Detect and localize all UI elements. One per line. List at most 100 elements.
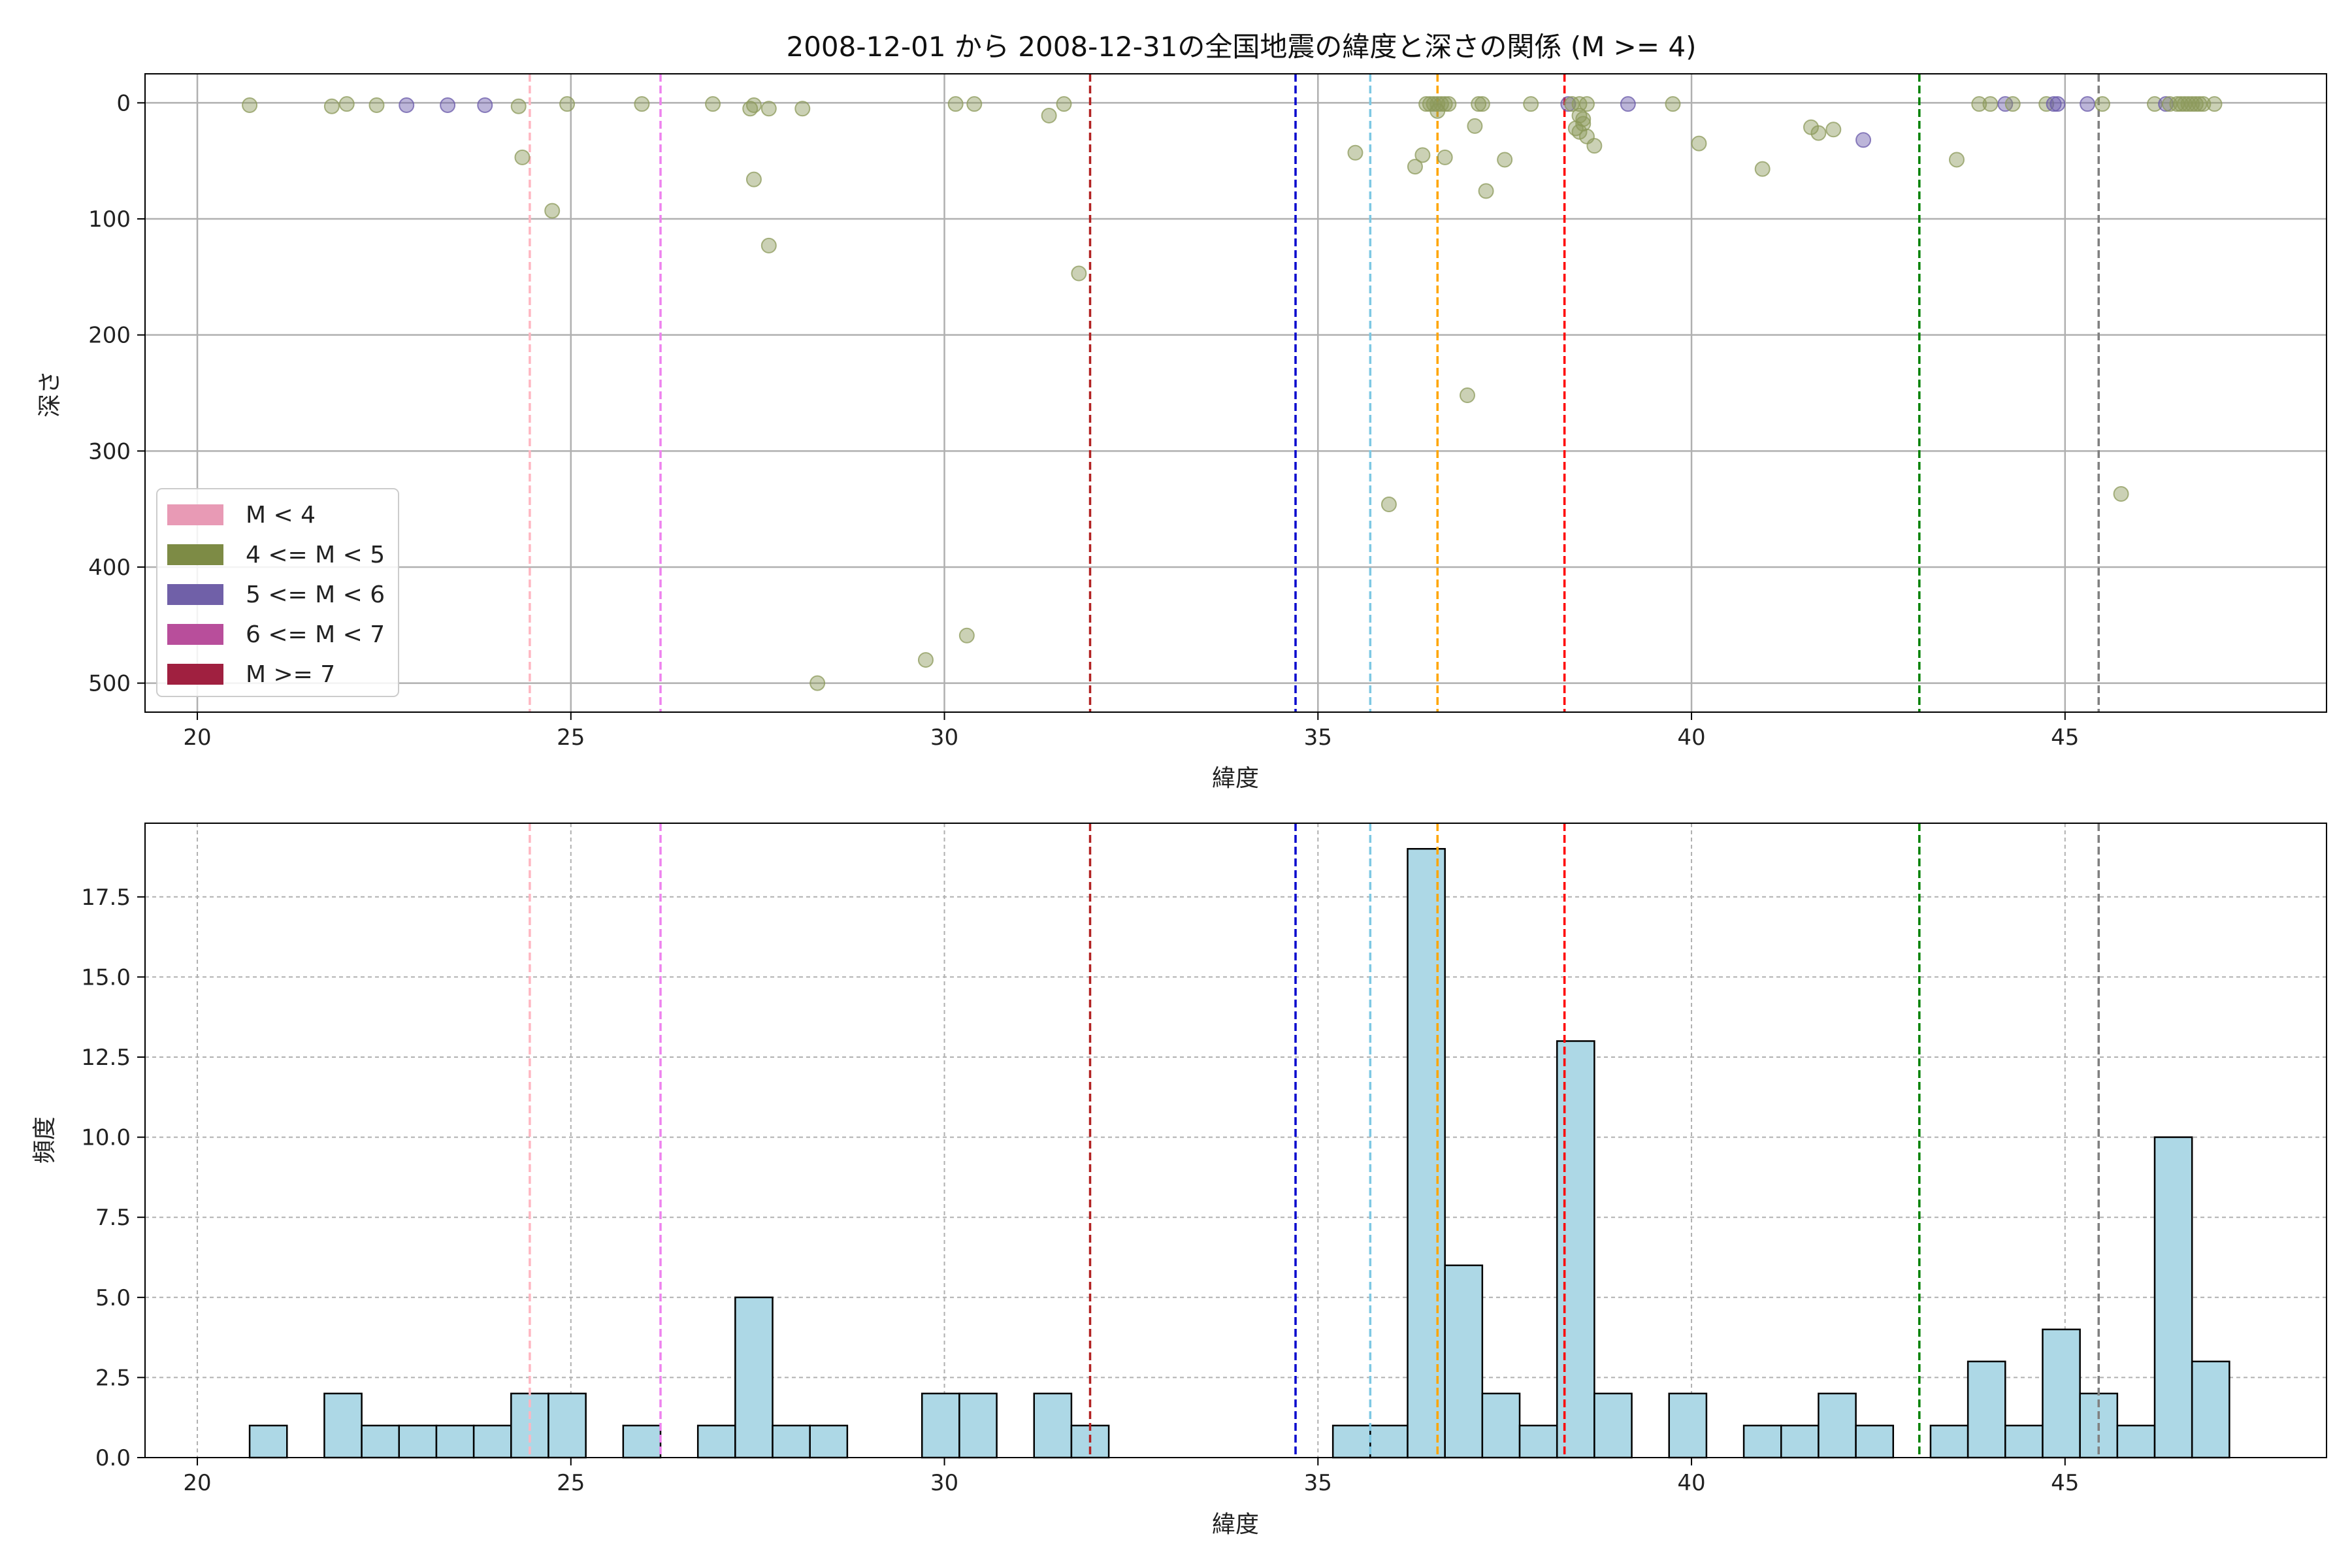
scatter-x-tick-label: 30 bbox=[930, 725, 958, 751]
scatter-x-tick-label: 35 bbox=[1304, 725, 1332, 751]
histogram-bar bbox=[696, 1424, 736, 1459]
scatter-point bbox=[2080, 96, 2096, 112]
scatter-point bbox=[368, 97, 385, 113]
scatter-point bbox=[705, 96, 721, 112]
scatter-point bbox=[2094, 96, 2110, 112]
histogram-bar bbox=[734, 1296, 774, 1459]
scatter-point bbox=[1982, 96, 1999, 112]
scatter-point bbox=[2206, 96, 2223, 112]
scatter-point bbox=[1414, 147, 1431, 163]
legend: M < 4 4 <= M < 5 5 <= M < 6 6 <= M < 7 M >= … bbox=[156, 488, 399, 697]
histogram-panel: 20 25 30 35 40 45 0.0 2.5 5.0 7.5 10.0 12.5 15.0 17.… bbox=[31, 823, 2327, 1538]
histogram-y-tick-label: 7.5 bbox=[95, 1205, 131, 1231]
scatter-point bbox=[809, 675, 826, 691]
histogram-y-tick-label: 10.0 bbox=[81, 1125, 131, 1151]
scatter-point bbox=[399, 97, 415, 113]
legend-swatch bbox=[167, 544, 223, 565]
scatter-point bbox=[1497, 152, 1513, 168]
scatter-point bbox=[1575, 111, 1592, 127]
histogram-bar bbox=[435, 1424, 475, 1459]
scatter-point bbox=[544, 203, 561, 219]
histogram-bar bbox=[1444, 1264, 1484, 1459]
scatter-y-tick-label: 400 bbox=[88, 555, 131, 581]
histogram-y-ticks: 0.0 2.5 5.0 7.5 10.0 12.5 15.0 17.5 bbox=[81, 885, 145, 1471]
histogram-bar bbox=[622, 1424, 662, 1459]
scatter-point bbox=[966, 96, 983, 112]
scatter-point bbox=[1578, 96, 1595, 112]
scatter-x-tick-label: 40 bbox=[1677, 725, 1705, 751]
scatter-point bbox=[1754, 161, 1771, 177]
scatter-y-tick-label: 300 bbox=[88, 438, 131, 465]
scatter-panel: 20 25 30 35 40 45 0 100 200 300 400 500 緯度 深さ M < … bbox=[37, 73, 2327, 792]
legend-swatch bbox=[167, 504, 223, 525]
histogram-x-tick-label: 45 bbox=[2051, 1470, 2079, 1496]
histogram-x-ticks: 20 25 30 35 40 45 bbox=[183, 1458, 2079, 1496]
scatter-point bbox=[1071, 265, 1087, 282]
scatter-point bbox=[477, 97, 493, 113]
scatter-point bbox=[1478, 183, 1494, 199]
scatter-y-tick-label: 200 bbox=[88, 323, 131, 349]
legend-label: 4 <= M < 5 bbox=[246, 542, 385, 568]
scatter-point bbox=[1041, 107, 1057, 123]
histogram-bar bbox=[958, 1392, 998, 1459]
histogram-bar bbox=[2153, 1136, 2193, 1459]
scatter-point bbox=[1407, 159, 1423, 175]
histogram-y-tick-label: 0.0 bbox=[95, 1445, 131, 1471]
scatter-points bbox=[242, 96, 2223, 691]
scatter-y-tick-label: 0 bbox=[116, 90, 131, 116]
histogram-bar bbox=[323, 1392, 363, 1459]
histogram-x-axis-label: 緯度 bbox=[1212, 1511, 1259, 1538]
scatter-y-ticks: 0 100 200 300 400 500 bbox=[88, 90, 145, 697]
histogram-bar bbox=[1369, 1424, 1409, 1459]
histogram-bar bbox=[1929, 1424, 1969, 1459]
scatter-y-axis-label: 深さ bbox=[37, 370, 63, 417]
scatter-point bbox=[760, 237, 777, 253]
histogram-bar bbox=[1593, 1392, 1633, 1459]
histogram-bar bbox=[1668, 1392, 1708, 1459]
histogram-bar bbox=[1742, 1424, 1782, 1459]
histogram-bar bbox=[2191, 1360, 2230, 1459]
histogram-x-tick-label: 25 bbox=[557, 1470, 585, 1496]
histogram-bar bbox=[1855, 1424, 1895, 1459]
histogram-y-tick-label: 2.5 bbox=[95, 1365, 131, 1391]
scatter-point bbox=[1971, 96, 1987, 112]
scatter-point bbox=[323, 98, 340, 114]
histogram-grid bbox=[145, 823, 2327, 1458]
histogram-bar bbox=[472, 1424, 512, 1459]
scatter-grid bbox=[145, 74, 2327, 712]
histogram-axes-frame bbox=[144, 823, 2327, 1458]
legend-label: 5 <= M < 6 bbox=[246, 581, 385, 608]
scatter-point bbox=[2046, 96, 2062, 112]
scatter-point bbox=[1825, 122, 1842, 138]
histogram-y-tick-label: 17.5 bbox=[81, 885, 131, 911]
scatter-x-ticks: 20 25 30 35 40 45 bbox=[183, 712, 2079, 751]
scatter-x-tick-label: 45 bbox=[2051, 725, 2079, 751]
scatter-point bbox=[1471, 96, 1487, 112]
histogram-bar bbox=[1967, 1360, 2006, 1459]
histogram-bar bbox=[2042, 1328, 2081, 1459]
scatter-point bbox=[1523, 96, 1539, 112]
histogram-bar bbox=[2004, 1424, 2044, 1459]
scatter-point bbox=[1437, 96, 1453, 112]
scatter-reference-lines bbox=[529, 74, 2100, 712]
legend-label: M < 4 bbox=[246, 502, 316, 529]
legend-swatch bbox=[167, 584, 223, 605]
histogram-bar bbox=[398, 1424, 438, 1459]
legend-swatch bbox=[167, 624, 223, 645]
histogram-x-tick-label: 20 bbox=[183, 1470, 211, 1496]
scatter-point bbox=[794, 101, 811, 117]
scatter-point bbox=[917, 652, 934, 668]
scatter-point bbox=[1467, 118, 1483, 134]
histogram-bar bbox=[1033, 1392, 1073, 1459]
histogram-bar bbox=[361, 1424, 400, 1459]
histogram-bar bbox=[921, 1392, 960, 1459]
scatter-point bbox=[1855, 132, 1872, 148]
scatter-point bbox=[1810, 125, 1827, 141]
histogram-x-tick-label: 30 bbox=[930, 1470, 958, 1496]
scatter-point bbox=[2195, 96, 2212, 112]
scatter-point bbox=[1691, 135, 1707, 152]
scatter-x-tick-label: 25 bbox=[557, 725, 585, 751]
scatter-point bbox=[1437, 149, 1453, 165]
scatter-point bbox=[514, 149, 531, 165]
scatter-y-tick-label: 100 bbox=[88, 206, 131, 233]
